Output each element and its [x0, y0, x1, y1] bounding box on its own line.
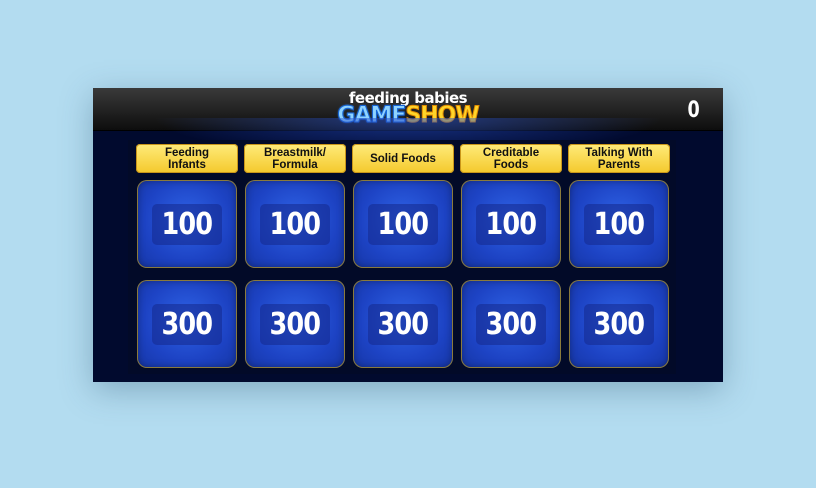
- question-tile[interactable]: 300: [461, 280, 561, 368]
- category-header: Solid Foods: [352, 144, 454, 173]
- game-board: Feeding Infants Breastmilk/ Formula Solid …: [128, 140, 676, 374]
- tile-value-panel: 300: [152, 304, 222, 345]
- tile-points: 300: [161, 307, 214, 342]
- category-header: Breastmilk/ Formula: [244, 144, 346, 173]
- question-tile[interactable]: 300: [137, 280, 237, 368]
- category-header: Feeding Infants: [136, 144, 238, 173]
- question-tile[interactable]: 100: [353, 180, 453, 268]
- tile-points: 100: [161, 207, 214, 242]
- tile-value-panel: 100: [260, 204, 330, 245]
- tile-points: 300: [377, 307, 430, 342]
- tile-points: 100: [377, 207, 430, 242]
- question-tile[interactable]: 100: [137, 180, 237, 268]
- question-tile[interactable]: 300: [245, 280, 345, 368]
- tile-value-panel: 300: [476, 304, 546, 345]
- tile-points: 100: [485, 207, 538, 242]
- question-tile[interactable]: 300: [569, 280, 669, 368]
- tile-value-panel: 300: [584, 304, 654, 345]
- tile-value-panel: 100: [476, 204, 546, 245]
- tile-points: 100: [269, 207, 322, 242]
- tile-value-panel: 300: [260, 304, 330, 345]
- tile-points: 300: [593, 307, 646, 342]
- score-display: 0: [687, 98, 700, 123]
- logo-text-top: feeding babies: [348, 89, 468, 107]
- tile-value-panel: 300: [368, 304, 438, 345]
- tile-value-panel: 100: [368, 204, 438, 245]
- tile-points: 300: [485, 307, 538, 342]
- tile-value-panel: 100: [584, 204, 654, 245]
- game-window: feeding babies GAMESHOW 0 Feeding Infant…: [93, 88, 723, 382]
- tile-points: 100: [593, 207, 646, 242]
- question-tile[interactable]: 100: [245, 180, 345, 268]
- tile-value-panel: 100: [152, 204, 222, 245]
- question-tile[interactable]: 100: [569, 180, 669, 268]
- question-tile[interactable]: 100: [461, 180, 561, 268]
- tile-points: 300: [269, 307, 322, 342]
- question-tile[interactable]: 300: [353, 280, 453, 368]
- category-header: Creditable Foods: [460, 144, 562, 173]
- category-header: Talking With Parents: [568, 144, 670, 173]
